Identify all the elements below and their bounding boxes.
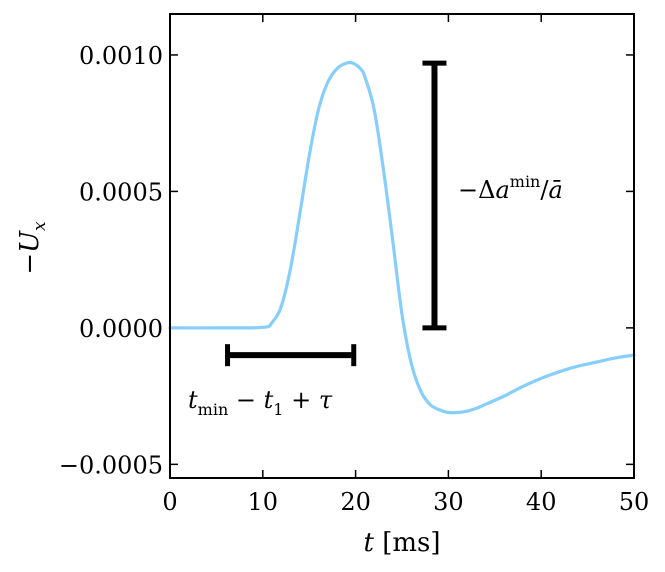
duration-annotation: tmin − t1 + τ <box>188 386 333 419</box>
y-axis-ticks: −0.0005 0.0000 0.0005 0.0010 <box>59 42 634 479</box>
x-tick-label: 40 <box>526 488 557 516</box>
plot-frame <box>169 13 635 479</box>
y-axis-label: −Ux <box>15 221 50 275</box>
y-tick-label: 0.0000 <box>79 315 163 343</box>
x-tick-label: 10 <box>248 488 279 516</box>
x-tick-label: 30 <box>433 488 464 516</box>
x-axis-label: t [ms] <box>363 528 440 558</box>
y-tick-label: 0.0005 <box>79 178 163 206</box>
x-tick-label: 0 <box>162 488 177 516</box>
duration-bar <box>225 344 357 367</box>
series-line <box>168 60 636 415</box>
y-tick-label: −0.0005 <box>59 451 163 479</box>
y-tick-label: 0.0010 <box>79 42 163 70</box>
x-tick-label: 50 <box>619 488 650 516</box>
x-tick-label: 20 <box>340 488 371 516</box>
amplitude-annotation: −Δamin/ā <box>458 172 563 204</box>
x-axis-ticks: 0 10 20 30 40 50 <box>162 14 649 516</box>
amplitude-bar <box>422 60 447 331</box>
